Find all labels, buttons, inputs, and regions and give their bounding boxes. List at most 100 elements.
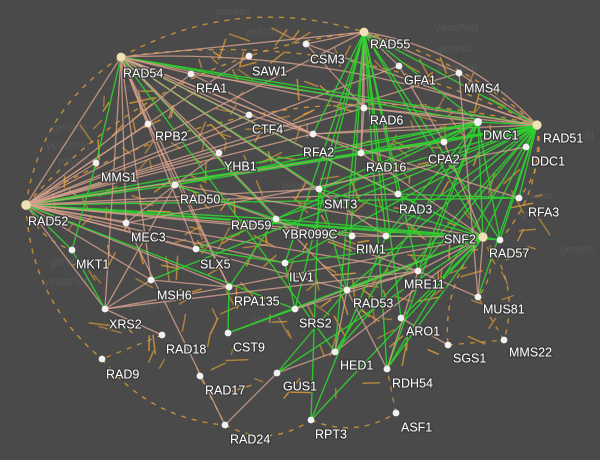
edge-physical bbox=[25, 204, 286, 264]
watermark-label: genetic bbox=[52, 122, 88, 134]
graph-node-rad55[interactable] bbox=[359, 27, 369, 37]
yeastnet-dash bbox=[148, 160, 153, 170]
edge-genetic bbox=[477, 121, 501, 241]
graph-node-xrs2[interactable] bbox=[101, 305, 109, 313]
watermark-label: yeastNet bbox=[44, 276, 87, 288]
graph-node-slx5[interactable] bbox=[192, 245, 200, 253]
edge-genetic bbox=[195, 248, 286, 264]
graph-node-rad52[interactable] bbox=[21, 200, 31, 210]
edge-physical bbox=[363, 107, 479, 123]
edge-physical bbox=[25, 204, 353, 237]
yeastnet-dash bbox=[283, 378, 301, 399]
graph-node-srs2[interactable] bbox=[291, 305, 299, 313]
graph-node-rad57[interactable] bbox=[496, 236, 504, 244]
edge-genetic bbox=[346, 124, 538, 291]
graph-node-rad6[interactable] bbox=[360, 104, 368, 112]
graph-node-hed1[interactable] bbox=[331, 348, 339, 356]
graph-node-snf2[interactable] bbox=[478, 232, 488, 242]
node-label-rad52: RAD52 bbox=[28, 214, 68, 228]
edge-genetic bbox=[334, 124, 538, 353]
graph-node-rad51[interactable] bbox=[532, 120, 542, 130]
graph-node-mms1[interactable] bbox=[92, 159, 100, 167]
yeastnet-dash bbox=[225, 358, 249, 362]
node-label-msh6: MSH6 bbox=[157, 288, 192, 302]
graph-node-rfa3[interactable] bbox=[515, 194, 523, 202]
graph-node-rad53[interactable] bbox=[343, 286, 351, 294]
edge-genetic bbox=[71, 249, 106, 310]
edge-genetic bbox=[120, 56, 479, 123]
graph-node-msh6[interactable] bbox=[147, 276, 155, 284]
graph-node-rpa135[interactable] bbox=[225, 283, 233, 291]
graph-node-mms4[interactable] bbox=[455, 69, 463, 77]
edge-genetic bbox=[120, 56, 336, 353]
graph-node-rfa2[interactable] bbox=[309, 130, 317, 138]
graph-node-rad17[interactable] bbox=[196, 372, 204, 380]
graph-node-rad18[interactable] bbox=[158, 331, 166, 339]
graph-node-rad9[interactable] bbox=[98, 355, 106, 363]
graph-node-rdh54[interactable] bbox=[383, 365, 391, 373]
graph-node-saw1[interactable] bbox=[245, 52, 253, 60]
graph-node-rpt3[interactable] bbox=[307, 416, 315, 424]
node-label-layer: RAD54 RFA1 SAW1 CSM3 RAD55 GFA1 MMS4 RPB2 CTF4 RA… bbox=[27, 36, 585, 448]
graph-node-mre11[interactable] bbox=[414, 267, 422, 275]
graph-node-ddc1[interactable] bbox=[522, 143, 530, 151]
graph-node-mkt1[interactable] bbox=[68, 246, 76, 254]
graph-node-rfa1[interactable] bbox=[187, 70, 195, 78]
edge-physical bbox=[276, 351, 336, 374]
yeastnet-dash bbox=[271, 320, 288, 324]
graph-node-ilv1[interactable] bbox=[281, 259, 289, 267]
graph-node-ctf4[interactable] bbox=[245, 111, 253, 119]
graph-node-cst9[interactable] bbox=[224, 329, 232, 337]
graph-node-gus1[interactable] bbox=[273, 369, 281, 377]
graph-node-gfa1[interactable] bbox=[395, 62, 403, 70]
graph-node-rpb2[interactable] bbox=[144, 120, 152, 128]
edge-physical bbox=[248, 114, 314, 135]
graph-node-mus81[interactable] bbox=[474, 293, 482, 301]
edge-physical bbox=[104, 279, 152, 310]
yeastnet-dash bbox=[376, 328, 395, 340]
graph-node-sgs1[interactable] bbox=[444, 341, 452, 349]
node-label-rad59: RAD59 bbox=[231, 218, 271, 232]
yeastnet-dash bbox=[405, 327, 409, 351]
edge-physical bbox=[25, 204, 106, 310]
yeastnet-dash bbox=[223, 141, 227, 152]
arc-edge-yeastnet bbox=[482, 236, 510, 341]
yeastnet-dash bbox=[274, 29, 288, 46]
graph-node-ybr099c[interactable] bbox=[348, 232, 356, 240]
yeastnet-dash bbox=[92, 119, 103, 130]
edge-physical bbox=[174, 184, 484, 238]
yeastnet-dash bbox=[338, 44, 352, 68]
graph-node-cpa2[interactable] bbox=[440, 138, 448, 146]
graph-node-mec3[interactable] bbox=[122, 219, 130, 227]
graph-node-rad24[interactable] bbox=[221, 421, 229, 429]
graph-node-rad3[interactable] bbox=[394, 190, 402, 198]
graph-node-rad16[interactable] bbox=[357, 149, 365, 157]
edge-genetic bbox=[397, 124, 538, 195]
node-label-smt3: SMT3 bbox=[324, 197, 357, 211]
graph-node-aro1[interactable] bbox=[397, 314, 405, 322]
graph-node-rad50[interactable] bbox=[171, 181, 179, 189]
graph-node-rad54[interactable] bbox=[116, 52, 126, 62]
edge-genetic bbox=[397, 193, 520, 199]
node-layer[interactable] bbox=[21, 27, 542, 429]
graph-node-asf1[interactable] bbox=[392, 409, 400, 417]
graph-node-rim1[interactable] bbox=[382, 232, 390, 240]
edge-genetic bbox=[318, 121, 479, 190]
graph-node-dmc1[interactable] bbox=[474, 118, 482, 126]
graph-node-mms22[interactable] bbox=[500, 336, 508, 344]
node-label-rad18: RAD18 bbox=[166, 342, 206, 356]
graph-node-csm3[interactable] bbox=[302, 40, 310, 48]
graph-node-rad59[interactable] bbox=[272, 215, 280, 223]
edge-genetic bbox=[385, 121, 479, 237]
yeastnet-dash bbox=[207, 263, 227, 276]
edge-genetic bbox=[477, 124, 538, 298]
graph-node-yhb1[interactable] bbox=[215, 149, 223, 157]
node-label-cst9: CST9 bbox=[233, 340, 265, 354]
edge-physical bbox=[228, 236, 484, 288]
edge-genetic bbox=[518, 124, 538, 199]
yeastnet-dash bbox=[333, 46, 341, 59]
edge-physical bbox=[443, 141, 484, 238]
graph-node-smt3[interactable] bbox=[315, 185, 323, 193]
